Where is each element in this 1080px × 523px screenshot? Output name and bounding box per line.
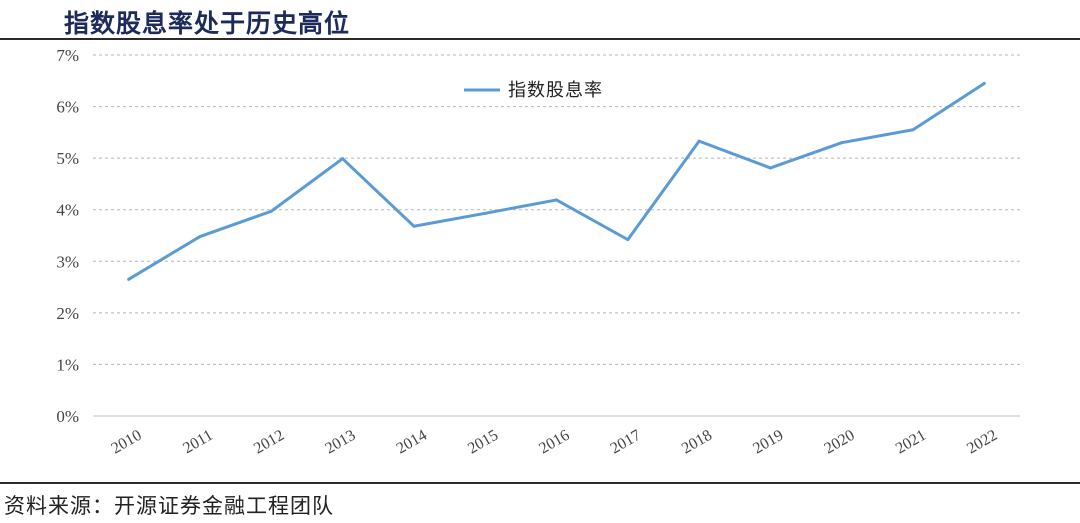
data-point	[768, 166, 772, 170]
y-tick-label: 4%	[56, 201, 79, 220]
legend-label: 指数股息率	[508, 80, 603, 101]
x-tick-label: 2020	[822, 427, 858, 458]
data-point	[341, 157, 345, 161]
y-axis-ticks: 0% 1% 2% 3% 4% 5% 6% 7%	[56, 46, 79, 426]
x-tick-label: 2017	[608, 427, 644, 458]
data-point	[840, 141, 844, 145]
data-point	[269, 209, 273, 213]
top-divider	[0, 38, 1080, 40]
y-tick-label: 0%	[56, 407, 79, 426]
gridlines	[93, 54, 1020, 417]
data-point	[911, 128, 915, 132]
series-group	[127, 81, 986, 281]
x-tick-label: 2015	[465, 427, 501, 458]
x-tick-label: 2011	[180, 427, 216, 457]
line-chart: 0%1%2%3%4%5%6%7% 2010 2011 2012 2013 2014 201…	[56, 46, 1020, 458]
x-tick-label: 2019	[750, 427, 786, 458]
data-point	[697, 139, 701, 143]
data-point	[982, 81, 986, 85]
y-tick-label: 3%	[56, 252, 79, 271]
data-point	[483, 211, 487, 215]
x-tick-label: 2018	[679, 427, 715, 458]
x-tick-label: 2014	[394, 427, 430, 458]
x-tick-label: 2021	[893, 427, 929, 458]
x-tick-label: 2016	[536, 427, 572, 458]
legend: 指数股息率	[464, 80, 603, 101]
x-tick-label: 2013	[322, 427, 358, 458]
y-tick-label: 1%	[56, 355, 79, 374]
x-axis-ticks: 2010 2011 2012 2013 2014 2015 2016 2017 2018 2019…	[108, 427, 1000, 458]
y-tick-label: 6%	[56, 98, 79, 117]
data-point	[198, 235, 202, 239]
y-tick-label: 7%	[56, 46, 79, 65]
data-point	[555, 198, 558, 202]
x-tick-label: 2010	[108, 427, 144, 458]
series-line	[127, 82, 986, 281]
data-point	[626, 238, 630, 242]
data-point	[412, 224, 416, 228]
x-tick-label: 2022	[964, 427, 1000, 458]
x-tick-label: 2012	[251, 427, 287, 458]
y-tick-label: 5%	[56, 149, 79, 168]
data-point	[127, 277, 131, 281]
bottom-divider	[0, 482, 1080, 484]
page-title: 指数股息率处于历史高位	[64, 9, 351, 38]
source-note: 资料来源：开源证券金融工程团队	[4, 494, 334, 518]
y-tick-label: 2%	[56, 304, 79, 323]
